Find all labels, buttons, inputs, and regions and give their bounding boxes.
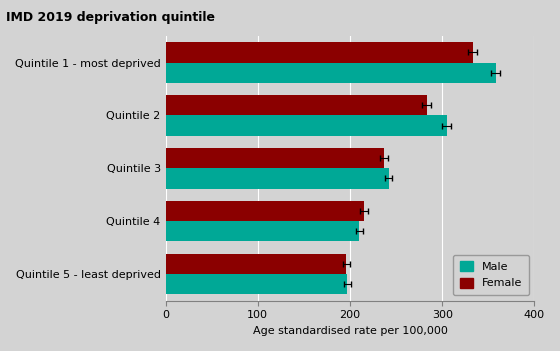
Bar xyxy=(166,168,389,188)
Bar xyxy=(166,221,360,241)
Bar xyxy=(166,62,496,82)
Bar xyxy=(166,95,427,115)
Text: IMD 2019 deprivation quintile: IMD 2019 deprivation quintile xyxy=(6,11,214,24)
Bar xyxy=(166,115,447,135)
Bar xyxy=(166,148,384,168)
X-axis label: Age standardised rate per 100,000: Age standardised rate per 100,000 xyxy=(253,326,447,336)
Bar xyxy=(166,201,364,221)
Legend: Male, Female: Male, Female xyxy=(453,255,529,295)
Bar xyxy=(166,254,346,274)
Bar xyxy=(166,42,473,62)
Bar xyxy=(166,274,347,294)
